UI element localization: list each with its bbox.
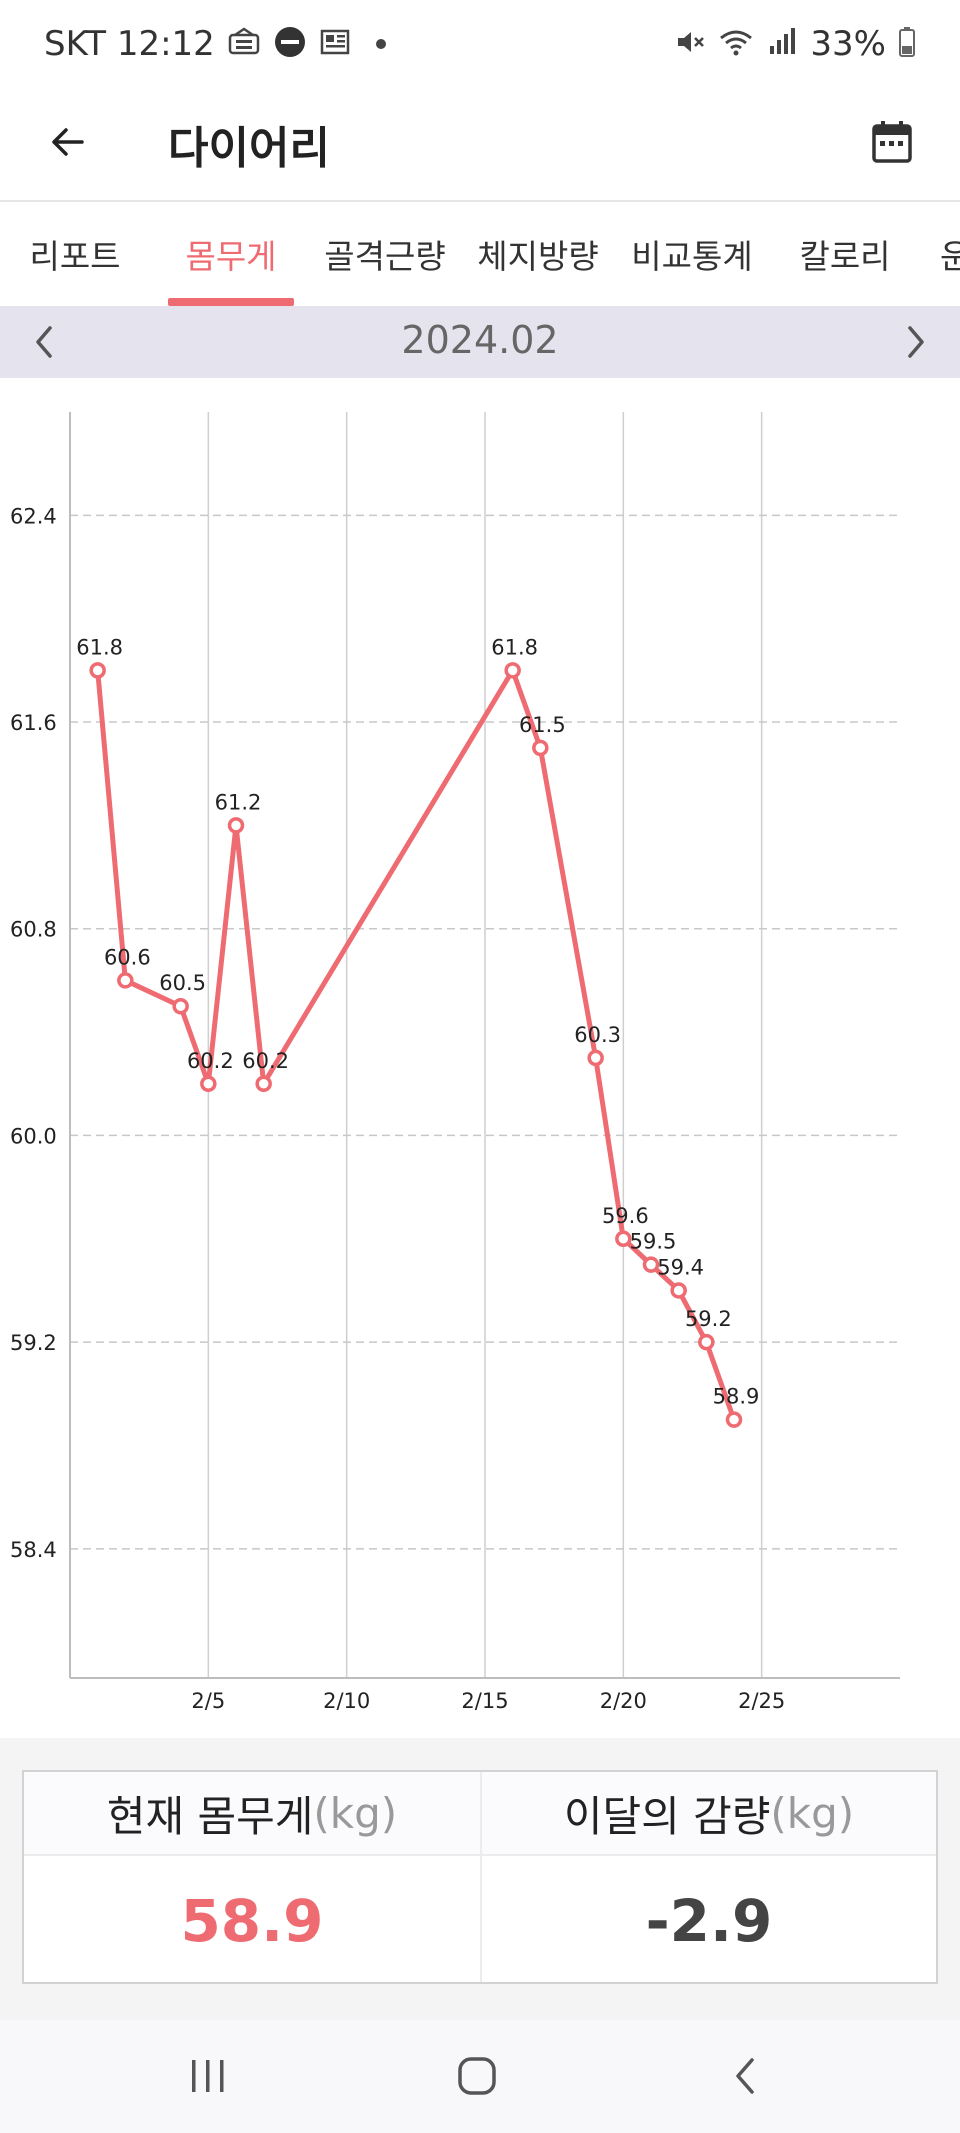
x-tick-label: 2/15 (461, 1689, 508, 1713)
data-point (172, 997, 189, 1015)
tab-active-indicator (168, 298, 294, 306)
arrow-left-icon (52, 128, 84, 156)
chevron-left-icon (36, 326, 52, 358)
y-tick-label: 62.4 (10, 504, 57, 528)
data-label: 60.3 (574, 1023, 621, 1047)
summary-section: 현재 몸무게 (kg) 이달의 감량 (kg) 58.9 -2.9 (0, 1738, 960, 2020)
back-button[interactable] (36, 110, 100, 174)
y-tick-label: 61.6 (10, 711, 57, 735)
tab-report[interactable]: 리포트 (29, 237, 121, 276)
current-weight-label: 현재 몸무게 (106, 1791, 314, 1841)
mute-icon (674, 26, 706, 62)
newspaper-icon (319, 27, 353, 61)
data-point (200, 1075, 217, 1093)
data-point (670, 1282, 687, 1299)
data-label: 60.5 (159, 971, 206, 995)
news-icon (227, 27, 261, 61)
data-label: 59.4 (657, 1255, 704, 1279)
system-nav-bar (0, 2020, 960, 2133)
wifi-icon (718, 26, 754, 62)
calendar-button[interactable] (860, 110, 924, 174)
status-carrier-time: SKT 12:12 (44, 24, 215, 64)
data-label: 61.8 (491, 635, 538, 659)
back-nav-button[interactable] (706, 2044, 786, 2108)
monthly-loss-header: 이달의 감량 (kg) (482, 1772, 936, 1856)
data-point (698, 1333, 715, 1351)
x-tick-label: 2/20 (600, 1689, 647, 1713)
month-label: 2024.02 (401, 318, 559, 362)
battery-percent: 33% (810, 24, 886, 64)
calendar-icon (872, 121, 912, 163)
status-bar: SKT 12:12 33% (0, 0, 960, 88)
current-weight-unit: (kg) (313, 1788, 398, 1838)
tab-body-fat[interactable]: 체지방량 (477, 237, 599, 276)
data-point (117, 972, 134, 989)
weight-line-chart: 2/5 2/10 2/15 2/20 2/25 58.4 59.2 60.0 60.8 61.6 6… (10, 412, 900, 1713)
data-label: 60.2 (242, 1049, 289, 1073)
tab-bar: 리포트 몸무게 골격근량 체지방량 비교통계 칼로리 운 (0, 202, 960, 306)
data-label: 59.6 (602, 1204, 649, 1228)
y-tick-label: 58.4 (10, 1538, 57, 1562)
monthly-loss-label: 이달의 감량 (563, 1791, 771, 1841)
x-tick-label: 2/10 (323, 1689, 370, 1713)
data-label: 59.2 (685, 1307, 732, 1331)
tab-calories[interactable]: 칼로리 (799, 237, 891, 276)
current-weight-value: 58.9 (180, 1887, 324, 1955)
data-point (532, 739, 549, 757)
current-weight-header: 현재 몸무게 (kg) (24, 1772, 480, 1856)
month-nav: 2024.02 (0, 306, 960, 378)
data-point (642, 1256, 660, 1273)
weight-chart: 2/5 2/10 2/15 2/20 2/25 58.4 59.2 60.0 60.8 61.6 6… (0, 378, 960, 1738)
chevron-right-icon (908, 326, 924, 358)
tab-skeletal-muscle[interactable]: 골격근량 (324, 237, 446, 276)
monthly-loss-unit: (kg) (770, 1788, 855, 1838)
data-label: 58.9 (713, 1385, 760, 1409)
back-nav-icon (736, 2058, 754, 2094)
x-tick-label: 2/25 (738, 1689, 785, 1713)
app-bar-divider (0, 200, 960, 202)
tab-weight[interactable]: 몸무게 (185, 237, 277, 276)
data-point (227, 817, 245, 834)
data-point (725, 1411, 743, 1428)
page-title: 다이어리 (168, 123, 330, 174)
data-label: 61.8 (76, 635, 123, 659)
data-point (615, 1230, 632, 1248)
app-bar: 다이어리 (0, 88, 960, 200)
y-tick-label: 60.8 (10, 918, 57, 942)
recent-apps-icon (192, 2060, 224, 2092)
dot-icon (375, 35, 387, 54)
prev-month-button[interactable] (18, 316, 70, 368)
signal-icon (766, 26, 798, 62)
summary-divider (480, 1772, 482, 1982)
data-label: 61.5 (519, 713, 566, 737)
data-label: 59.5 (630, 1230, 677, 1254)
weight-series-line (95, 667, 737, 1423)
y-tick-label: 59.2 (10, 1331, 57, 1355)
data-label: 60.2 (187, 1049, 234, 1073)
data-point (587, 1049, 604, 1067)
data-point (89, 662, 106, 679)
battery-icon (898, 26, 916, 62)
data-point (255, 1075, 272, 1093)
recent-apps-button[interactable] (168, 2044, 248, 2108)
summary-table: 현재 몸무게 (kg) 이달의 감량 (kg) 58.9 -2.9 (22, 1770, 938, 1984)
tab-compare-stats[interactable]: 비교통계 (631, 237, 753, 276)
tab-exercise[interactable]: 운 (940, 237, 960, 276)
do-not-disturb-icon (273, 25, 307, 63)
next-month-button[interactable] (890, 316, 942, 368)
y-tick-label: 60.0 (10, 1124, 57, 1148)
data-point (504, 662, 521, 679)
x-tick-label: 2/5 (191, 1689, 225, 1713)
home-icon (458, 2057, 496, 2095)
data-label: 60.6 (104, 945, 151, 969)
home-button[interactable] (437, 2044, 517, 2108)
data-label: 61.2 (215, 790, 262, 814)
monthly-loss-value: -2.9 (645, 1887, 773, 1955)
